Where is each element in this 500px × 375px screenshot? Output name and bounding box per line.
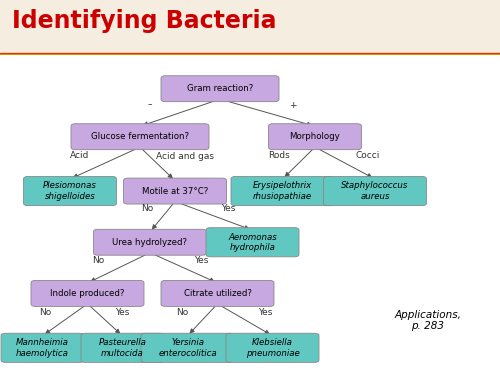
Text: Erysipelothrix
rhusiopathiae: Erysipelothrix rhusiopathiae <box>253 182 312 201</box>
Text: No: No <box>39 308 51 316</box>
Text: –: – <box>148 100 152 109</box>
Text: Klebsiella
pneumoniae: Klebsiella pneumoniae <box>246 338 300 357</box>
FancyBboxPatch shape <box>81 333 164 362</box>
Text: Glucose fermentation?: Glucose fermentation? <box>91 132 189 141</box>
Text: Staphylococcus
aureus: Staphylococcus aureus <box>342 182 408 201</box>
Text: Citrate utilized?: Citrate utilized? <box>184 289 252 298</box>
Text: Yersinia
enterocolitica: Yersinia enterocolitica <box>158 338 217 357</box>
FancyBboxPatch shape <box>268 124 362 150</box>
Text: Yes: Yes <box>222 204 236 213</box>
Text: Yes: Yes <box>258 308 272 316</box>
Text: Urea hydrolyzed?: Urea hydrolyzed? <box>112 238 188 247</box>
FancyBboxPatch shape <box>1 333 84 362</box>
Text: Aeromonas
hydrophila: Aeromonas hydrophila <box>228 232 277 252</box>
FancyBboxPatch shape <box>161 280 274 306</box>
Text: No: No <box>176 308 188 316</box>
FancyBboxPatch shape <box>71 124 209 150</box>
Text: Motile at 37°C?: Motile at 37°C? <box>142 187 208 196</box>
Text: Yes: Yes <box>194 256 208 265</box>
Text: Indole produced?: Indole produced? <box>50 289 124 298</box>
FancyBboxPatch shape <box>324 177 426 206</box>
Text: Yes: Yes <box>116 308 130 316</box>
FancyBboxPatch shape <box>206 228 299 257</box>
FancyBboxPatch shape <box>226 333 319 362</box>
Text: Acid and gas: Acid and gas <box>156 152 214 160</box>
Text: Acid: Acid <box>70 151 90 160</box>
Text: Morphology: Morphology <box>290 132 341 141</box>
Text: Mannheimia
haemolytica: Mannheimia haemolytica <box>16 338 69 357</box>
Bar <box>0 54 500 55</box>
Text: Rods: Rods <box>268 151 289 160</box>
Bar <box>0 53 500 54</box>
FancyBboxPatch shape <box>231 177 334 206</box>
FancyBboxPatch shape <box>31 280 144 306</box>
Text: No: No <box>92 256 105 265</box>
Text: Identifying Bacteria: Identifying Bacteria <box>12 9 277 33</box>
Text: Plesiomonas
shigelloides: Plesiomonas shigelloides <box>43 182 97 201</box>
Text: Applications,
p. 283: Applications, p. 283 <box>394 310 461 332</box>
FancyBboxPatch shape <box>161 76 279 102</box>
Text: Cocci: Cocci <box>356 151 380 160</box>
Text: +: + <box>289 100 296 109</box>
FancyBboxPatch shape <box>124 178 226 204</box>
FancyBboxPatch shape <box>24 177 116 206</box>
Text: No: No <box>142 204 154 213</box>
Text: Gram reaction?: Gram reaction? <box>187 84 253 93</box>
FancyBboxPatch shape <box>141 333 234 362</box>
Text: Pasteurella
multocida: Pasteurella multocida <box>98 338 146 357</box>
FancyBboxPatch shape <box>94 229 206 255</box>
